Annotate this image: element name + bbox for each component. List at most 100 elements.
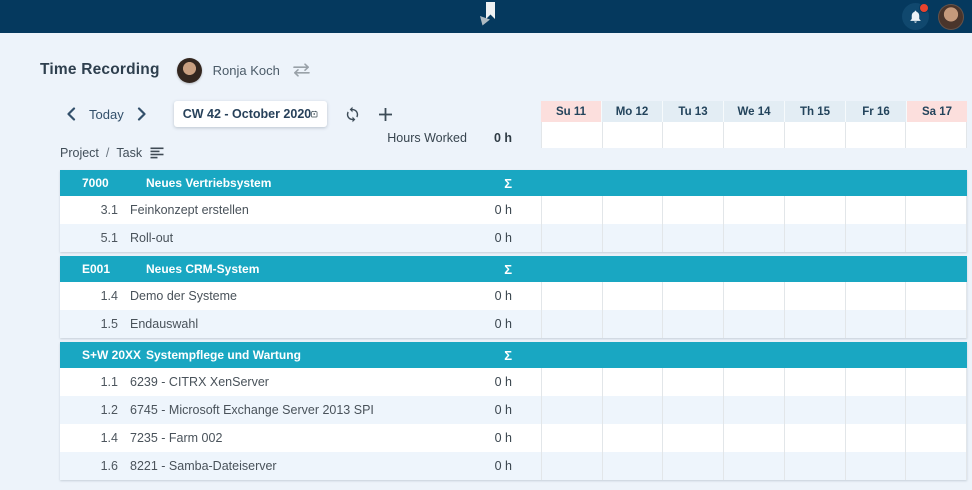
task-number: 1.4: [100, 431, 118, 445]
time-entry-cell[interactable]: [844, 224, 906, 252]
time-entry-cell[interactable]: [783, 196, 845, 224]
time-entry-cell[interactable]: [662, 282, 723, 310]
week-picker[interactable]: CW 42 - October 2020: [173, 101, 327, 127]
time-entry-cell[interactable]: [844, 196, 906, 224]
hours-worked-day-cell: [601, 122, 663, 148]
time-entry-cell[interactable]: [662, 424, 723, 452]
time-entry-cell[interactable]: [783, 224, 845, 252]
time-entry-cell[interactable]: [662, 196, 723, 224]
list-view-button[interactable]: [150, 147, 164, 159]
time-entry-cell[interactable]: [662, 310, 723, 338]
project-code: E001: [82, 262, 111, 276]
time-entry-cell[interactable]: [662, 224, 723, 252]
previous-week-button[interactable]: [60, 102, 82, 126]
today-button[interactable]: Today: [89, 106, 124, 122]
time-entry-cell[interactable]: [723, 310, 784, 338]
time-entry-cell[interactable]: [723, 424, 784, 452]
time-entry-cell[interactable]: [844, 368, 906, 396]
project-group-header[interactable]: E001 Neues CRM-System Σ: [60, 256, 967, 282]
time-entry-cell[interactable]: [844, 282, 906, 310]
task-row[interactable]: 1.5 Endauswahl 0 h: [60, 310, 967, 338]
time-entry-cell[interactable]: [905, 282, 966, 310]
time-entry-cell[interactable]: [844, 424, 906, 452]
time-entry-cell[interactable]: [783, 282, 845, 310]
notifications-button[interactable]: [902, 3, 929, 30]
day-column-header[interactable]: Fr 16: [845, 101, 906, 122]
time-entry-cell[interactable]: [905, 224, 966, 252]
time-entry-cell[interactable]: [905, 424, 966, 452]
day-column-header[interactable]: We 14: [723, 101, 784, 122]
time-entry-cell[interactable]: [662, 396, 723, 424]
time-entry-cell[interactable]: [905, 368, 966, 396]
time-entry-cell[interactable]: [905, 310, 966, 338]
topbar-actions: [902, 3, 964, 30]
time-entry-cell[interactable]: [905, 196, 966, 224]
time-entry-cell[interactable]: [541, 424, 602, 452]
list-icon: [150, 147, 164, 159]
time-entry-cell[interactable]: [541, 396, 602, 424]
time-entry-cell[interactable]: [723, 224, 784, 252]
time-entry-cell[interactable]: [783, 310, 845, 338]
time-entry-cell[interactable]: [662, 368, 723, 396]
time-entry-cell[interactable]: [541, 282, 602, 310]
project-header-day-area: [541, 256, 967, 282]
time-entry-cell[interactable]: [723, 196, 784, 224]
time-entry-cell[interactable]: [601, 224, 663, 252]
switch-employee-button[interactable]: [292, 63, 311, 77]
task-total-hours: 0 h: [494, 459, 512, 473]
time-entry-cell[interactable]: [783, 396, 845, 424]
task-row[interactable]: 3.1 Feinkonzept erstellen 0 h: [60, 196, 967, 224]
task-row[interactable]: 1.6 8221 - Samba-Dateiserver 0 h: [60, 452, 967, 480]
time-entry-cell[interactable]: [541, 452, 602, 480]
account-avatar[interactable]: [938, 3, 964, 30]
time-entry-cell[interactable]: [601, 196, 663, 224]
day-column-header[interactable]: Sa 17: [906, 101, 967, 122]
time-entry-cell[interactable]: [783, 424, 845, 452]
time-entry-cell[interactable]: [783, 452, 845, 480]
task-number: 1.1: [100, 375, 118, 389]
time-entry-cell[interactable]: [844, 452, 906, 480]
time-entry-cell[interactable]: [601, 424, 663, 452]
time-entry-cell[interactable]: [905, 396, 966, 424]
task-row[interactable]: 1.1 6239 - CITRX XenServer 0 h: [60, 368, 967, 396]
time-entry-cell[interactable]: [723, 452, 784, 480]
time-entry-cell[interactable]: [905, 452, 966, 480]
time-entry-cell[interactable]: [541, 224, 602, 252]
time-entry-cell[interactable]: [723, 368, 784, 396]
time-entry-cell[interactable]: [601, 368, 663, 396]
refresh-button[interactable]: [344, 106, 361, 123]
time-entry-cell[interactable]: [601, 282, 663, 310]
task-row[interactable]: 1.2 6745 - Microsoft Exchange Server 201…: [60, 396, 967, 424]
hours-worked-day-cell: [541, 122, 602, 148]
time-entry-cell[interactable]: [662, 452, 723, 480]
task-row[interactable]: 1.4 7235 - Farm 002 0 h: [60, 424, 967, 452]
hours-worked-day-cell: [662, 122, 723, 148]
time-entry-cell[interactable]: [541, 310, 602, 338]
project-label: Project: [60, 146, 99, 160]
time-entry-cell[interactable]: [541, 368, 602, 396]
task-day-cells: [541, 282, 967, 310]
time-entry-cell[interactable]: [844, 396, 906, 424]
task-row[interactable]: 1.4 Demo der Systeme 0 h: [60, 282, 967, 310]
time-entry-cell[interactable]: [783, 368, 845, 396]
project-group-header[interactable]: S+W 20XX Systempflege und Wartung Σ: [60, 342, 967, 368]
add-entry-button[interactable]: [378, 107, 393, 122]
time-entry-cell[interactable]: [601, 452, 663, 480]
day-column-header[interactable]: Mo 12: [601, 101, 662, 122]
time-entry-cell[interactable]: [723, 396, 784, 424]
project-group-header[interactable]: 7000 Neues Vertriebsystem Σ: [60, 170, 967, 196]
time-entry-cell[interactable]: [601, 396, 663, 424]
time-entry-cell[interactable]: [844, 310, 906, 338]
time-entry-cell[interactable]: [601, 310, 663, 338]
day-column-header[interactable]: Tu 13: [662, 101, 723, 122]
time-entry-cell[interactable]: [723, 282, 784, 310]
project-task-separator: /: [105, 146, 110, 160]
task-row[interactable]: 5.1 Roll-out 0 h: [60, 224, 967, 252]
task-number: 1.4: [100, 289, 118, 303]
day-column-header[interactable]: Su 11: [541, 101, 601, 122]
day-column-header[interactable]: Th 15: [784, 101, 845, 122]
time-entry-cell[interactable]: [541, 196, 602, 224]
next-week-button[interactable]: [131, 102, 153, 126]
employee-avatar[interactable]: [176, 57, 202, 83]
hours-worked-label: Hours Worked: [387, 131, 467, 145]
